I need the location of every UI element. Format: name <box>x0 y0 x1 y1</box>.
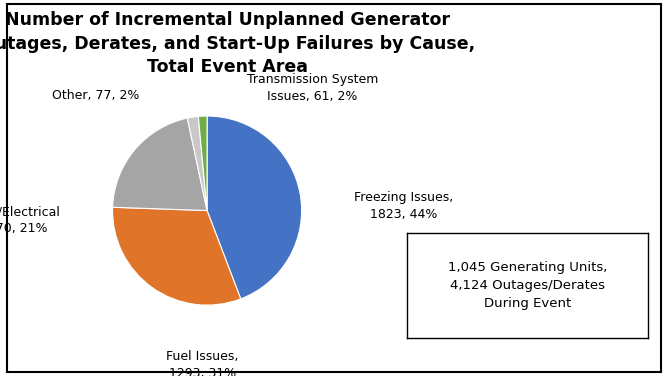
Text: Freezing Issues,
1823, 44%: Freezing Issues, 1823, 44% <box>353 191 453 221</box>
Text: 1,045 Generating Units,
4,124 Outages/Derates
During Event: 1,045 Generating Units, 4,124 Outages/De… <box>448 261 607 310</box>
Wedge shape <box>198 116 207 211</box>
Wedge shape <box>207 116 302 299</box>
Text: Fuel Issues,
1293, 31%: Fuel Issues, 1293, 31% <box>166 350 238 376</box>
Text: Transmission System
Issues, 61, 2%: Transmission System Issues, 61, 2% <box>246 73 378 103</box>
Wedge shape <box>187 117 207 211</box>
Text: Mechanical/Electrical
Issues, 870, 21%: Mechanical/Electrical Issues, 870, 21% <box>0 205 61 235</box>
Wedge shape <box>113 118 207 211</box>
Text: Number of Incremental Unplanned Generator
Outages, Derates, and Start-Up Failure: Number of Incremental Unplanned Generato… <box>0 11 475 76</box>
Wedge shape <box>112 207 240 305</box>
Text: Other, 77, 2%: Other, 77, 2% <box>51 89 139 102</box>
